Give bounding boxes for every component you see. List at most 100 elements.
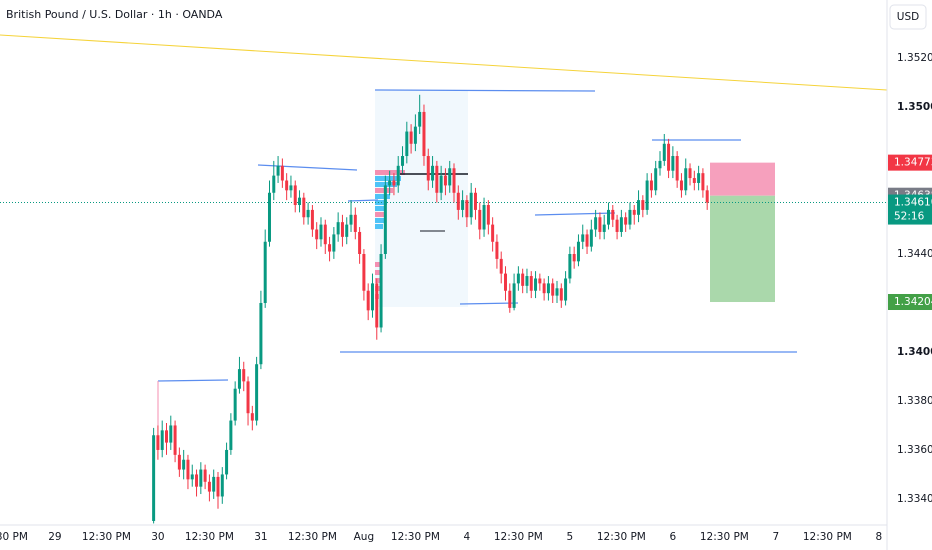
candle-body <box>602 224 606 232</box>
candle-body <box>190 474 194 480</box>
candle-body <box>220 474 224 497</box>
x-tick-label: 7 <box>773 531 780 543</box>
candle-body <box>272 175 276 193</box>
candle-body <box>564 278 568 301</box>
candle-body <box>516 273 520 284</box>
candle-body <box>568 253 572 279</box>
candle-body <box>538 278 542 284</box>
candle-body <box>298 197 302 206</box>
price-label: 1.34773 <box>894 157 932 169</box>
candle-body <box>280 165 284 181</box>
candle-body <box>328 244 332 252</box>
candle-body <box>658 160 662 169</box>
candle-body <box>383 185 387 254</box>
target-zone <box>710 195 775 303</box>
candle-body <box>679 180 683 191</box>
candle-body <box>705 190 709 203</box>
candle-body <box>293 185 297 206</box>
y-tick-label: 1.34000 <box>897 346 932 358</box>
y-tick-label: 1.33600 <box>897 444 932 456</box>
price-label: 1.34610 <box>894 197 932 209</box>
candle-body <box>589 229 593 247</box>
currency[interactable]: USD <box>897 11 919 23</box>
candle-body <box>186 459 190 480</box>
candle-body <box>624 217 628 225</box>
candle-body <box>637 200 641 215</box>
trend-line <box>0 34 888 91</box>
candle-body <box>559 288 563 301</box>
candle-body <box>405 131 409 157</box>
candle-body <box>675 156 679 181</box>
candle-body <box>598 217 602 232</box>
candle-body <box>551 283 555 296</box>
candle-body <box>508 290 512 308</box>
price-label: 1.34204 <box>894 296 932 308</box>
candle-body <box>611 209 615 220</box>
candle-body <box>426 156 430 181</box>
candle-body <box>259 302 263 365</box>
candle-body <box>349 214 353 225</box>
candle-body <box>692 178 696 183</box>
x-tick-label: Aug <box>354 531 375 543</box>
candle-body <box>495 241 499 259</box>
candle-body <box>199 469 203 487</box>
candle-body <box>195 474 199 487</box>
candle-body <box>263 241 267 303</box>
candle-body <box>366 290 370 311</box>
price-label-box <box>888 154 932 171</box>
candle-body <box>581 234 585 242</box>
candle-body <box>645 180 649 210</box>
candle-body <box>422 111 426 157</box>
candle-body <box>688 168 692 179</box>
candle-body <box>585 234 589 247</box>
candle-body <box>435 165 439 193</box>
candle-body <box>697 173 701 183</box>
x-tick-label: 31 <box>254 531 267 543</box>
x-tick-label: 8 <box>876 531 883 543</box>
x-tick-label: 5 <box>567 531 574 543</box>
x-tick-label: 12:30 PM <box>185 531 234 543</box>
candle-body <box>409 131 413 144</box>
candle-body <box>448 168 452 186</box>
candle-body <box>654 168 658 191</box>
candle-body <box>701 173 705 191</box>
price-label-box <box>888 194 932 225</box>
candle-body <box>529 276 533 291</box>
level-lines <box>157 89 797 382</box>
candle-body <box>431 165 435 181</box>
candle-body <box>555 288 559 296</box>
candle-body <box>576 241 580 262</box>
candle-body <box>452 168 456 193</box>
candle-body <box>632 209 636 215</box>
x-tick-label: 6 <box>670 531 677 543</box>
candle-body <box>392 180 396 186</box>
candle-body <box>641 200 645 210</box>
candle-body <box>667 143 671 171</box>
currency-button[interactable] <box>889 4 927 30</box>
y-tick-label: 1.35200 <box>897 52 932 64</box>
candle-body <box>379 253 383 328</box>
x-tick-label: 4 <box>464 531 471 543</box>
candle-body <box>418 111 422 127</box>
candle-body <box>310 209 314 230</box>
price-label-box <box>888 294 932 311</box>
candle-body <box>229 420 233 450</box>
candle-body <box>606 209 610 225</box>
x-tick-label: 29 <box>48 531 61 543</box>
candle-body <box>237 369 241 389</box>
x-tick-label: 12:30 PM <box>494 531 543 543</box>
x-tick-label: 12:30 PM <box>391 531 440 543</box>
candle-body <box>332 234 336 252</box>
candle-body <box>615 219 619 232</box>
candle-body <box>173 425 177 455</box>
candle-body <box>370 283 374 311</box>
candle-body <box>504 273 508 291</box>
candle-body <box>306 209 310 218</box>
candle-body <box>177 454 181 470</box>
candle-body <box>594 217 598 230</box>
x-tick-label: 12:30 PM <box>597 531 646 543</box>
candle-body <box>216 476 220 497</box>
candle-body <box>315 229 319 240</box>
candle-body <box>521 273 525 286</box>
candle-body <box>250 413 254 421</box>
